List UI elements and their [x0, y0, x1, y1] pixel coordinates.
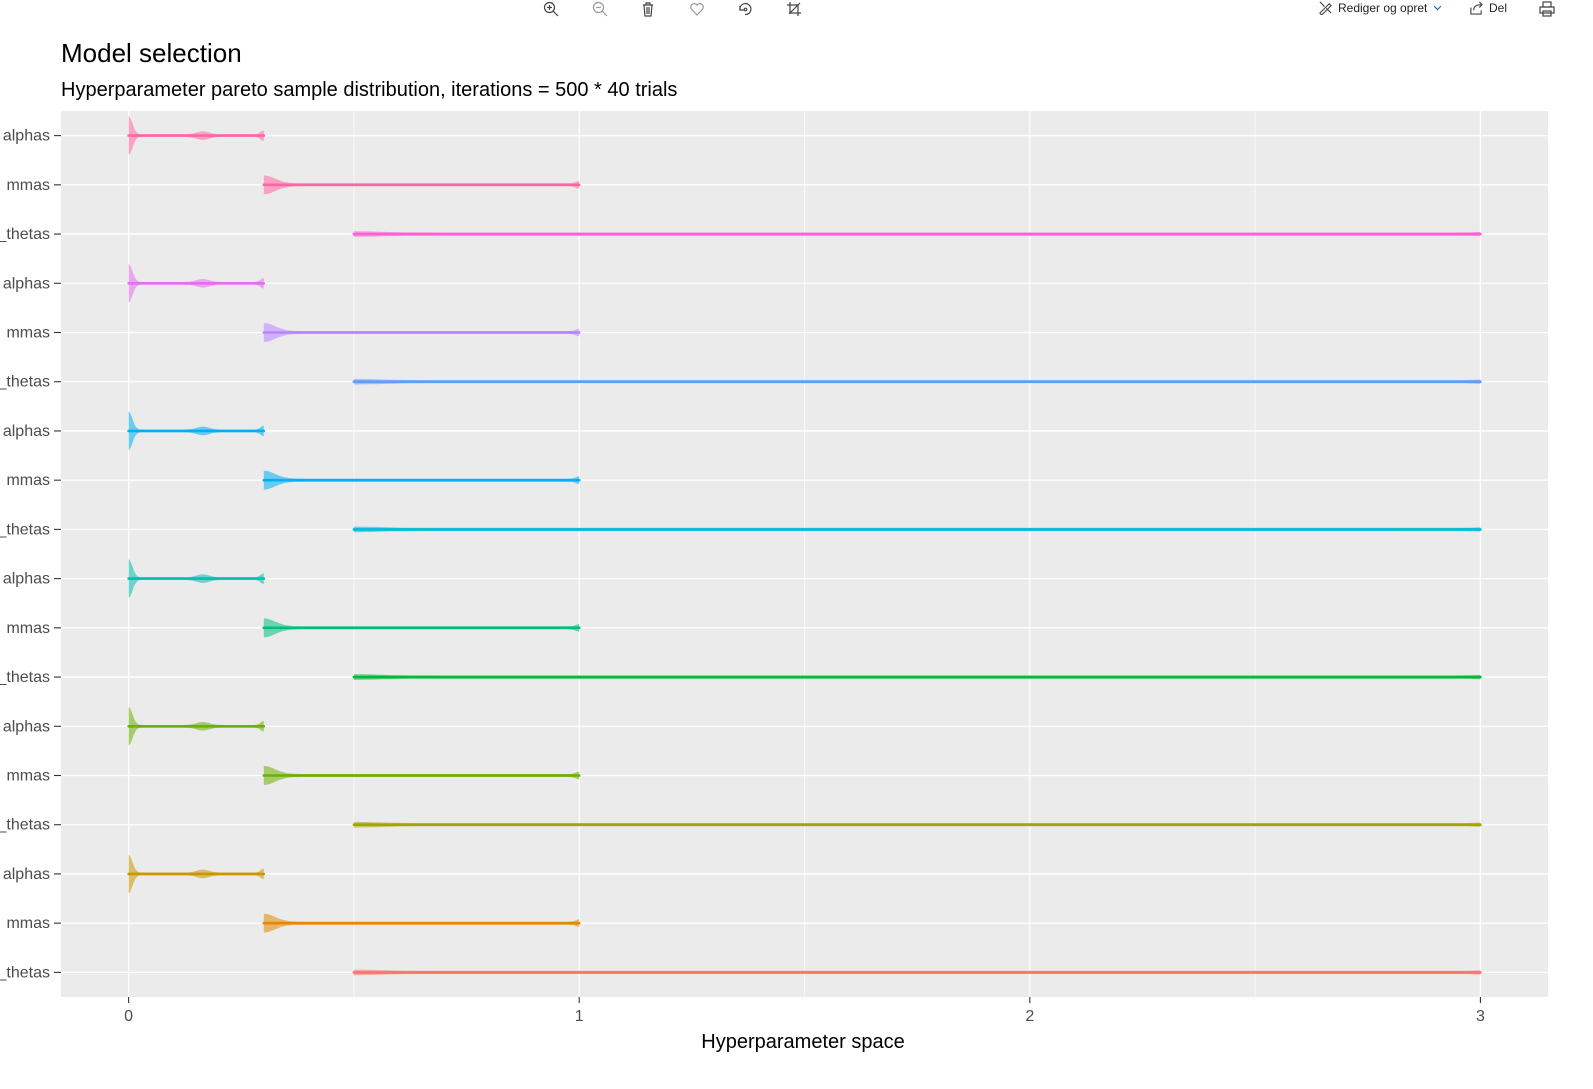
edit-and-create-label: Rediger og opret [1338, 0, 1428, 15]
x-axis: 0 1 2 3 [124, 997, 1485, 1025]
x-tick-label: 0 [124, 1008, 133, 1025]
y-tick-label: _thetas [0, 669, 50, 686]
visual-toolbar: Rediger og opret Del [0, 0, 1593, 22]
zoom-in-icon[interactable] [539, 0, 563, 21]
y-tick-label: alphas [3, 571, 50, 588]
y-tick-label: alphas [3, 275, 50, 292]
x-tick-label: 1 [575, 1008, 584, 1025]
x-tick-label: 3 [1476, 1008, 1485, 1025]
trash-icon[interactable] [636, 0, 660, 21]
chevron-down-icon [1434, 5, 1442, 11]
y-tick-label: alphas [3, 423, 50, 440]
edit-tools-icon [1319, 1, 1332, 15]
y-tick-label: alphas [3, 128, 50, 145]
y-tick-label: _thetas [0, 374, 50, 391]
y-tick-label: mmas [6, 325, 50, 342]
y-tick-label: alphas [3, 866, 50, 883]
y-axis: _thetasmmasalphas_thetasmmasalphas_theta… [0, 128, 61, 981]
focus-icon[interactable] [733, 0, 757, 21]
y-tick-label: _thetas [0, 817, 50, 834]
y-tick-label: mmas [6, 177, 50, 194]
violin-layer [127, 116, 1482, 976]
minor-gridlines [353, 111, 1256, 997]
y-tick-label: alphas [3, 718, 50, 735]
share-button[interactable]: Del [1469, 0, 1507, 15]
x-axis-title: Hyperparameter space [701, 1031, 904, 1053]
print-icon[interactable] [1535, 0, 1559, 21]
share-label: Del [1489, 0, 1508, 15]
heart-icon[interactable] [685, 0, 709, 21]
chart-title: Model selection [61, 38, 242, 68]
y-tick-label: _thetas [0, 964, 50, 981]
x-tick-label: 2 [1025, 1008, 1034, 1025]
y-tick-label: mmas [6, 620, 50, 637]
edit-and-create-button[interactable]: Rediger og opret [1318, 0, 1443, 15]
y-tick-label: mmas [6, 472, 50, 489]
zoom-out-icon[interactable] [588, 0, 612, 21]
y-tick-label: _thetas [0, 226, 50, 243]
y-tick-label: _thetas [0, 521, 50, 538]
share-icon [1470, 1, 1483, 15]
chart-subtitle: Hyperparameter pareto sample distributio… [61, 79, 677, 101]
y-tick-label: mmas [6, 915, 50, 932]
crop-icon[interactable] [782, 0, 806, 21]
y-tick-label: mmas [6, 768, 50, 785]
